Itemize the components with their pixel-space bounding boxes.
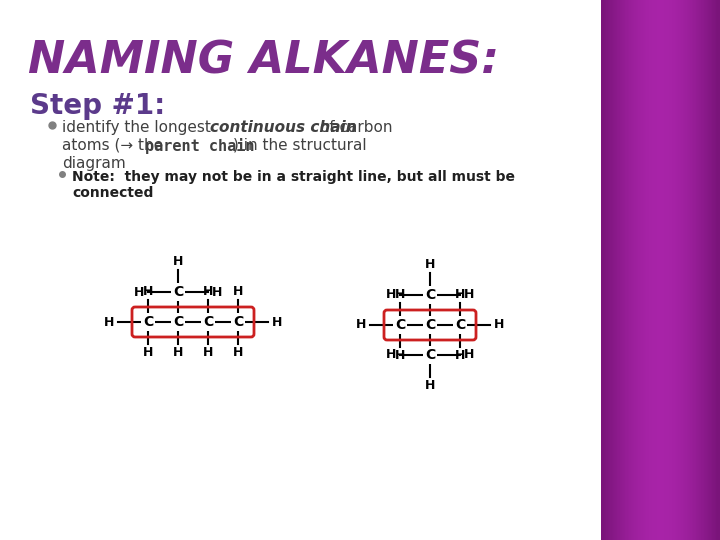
Text: C: C bbox=[455, 318, 465, 332]
Text: H: H bbox=[464, 348, 474, 361]
Text: diagram: diagram bbox=[62, 156, 126, 171]
Text: H: H bbox=[395, 349, 405, 362]
Text: H: H bbox=[173, 346, 183, 359]
Text: H: H bbox=[104, 315, 114, 328]
Text: H: H bbox=[203, 286, 213, 299]
Text: H: H bbox=[464, 288, 474, 301]
Text: Step #1:: Step #1: bbox=[30, 92, 166, 120]
Text: H: H bbox=[233, 286, 243, 299]
Text: C: C bbox=[203, 315, 213, 329]
Text: C: C bbox=[395, 318, 405, 332]
Text: H: H bbox=[356, 319, 366, 332]
Text: continuous chain: continuous chain bbox=[210, 120, 356, 135]
Text: H: H bbox=[386, 288, 396, 301]
Text: C: C bbox=[425, 288, 435, 302]
Text: H: H bbox=[212, 286, 222, 299]
Text: H: H bbox=[386, 348, 396, 361]
Text: C: C bbox=[425, 348, 435, 362]
Text: H: H bbox=[233, 346, 243, 359]
Text: identify the longest: identify the longest bbox=[62, 120, 216, 135]
Text: H: H bbox=[173, 255, 183, 268]
Text: C: C bbox=[173, 285, 183, 299]
Text: ) in the structural: ) in the structural bbox=[233, 138, 366, 153]
Text: atoms (→ the: atoms (→ the bbox=[62, 138, 168, 153]
Text: NAMING ALKANES:: NAMING ALKANES: bbox=[28, 40, 499, 83]
Text: C: C bbox=[233, 315, 243, 329]
Text: H: H bbox=[272, 315, 282, 328]
Text: parent chain: parent chain bbox=[145, 138, 254, 154]
Text: H: H bbox=[494, 319, 505, 332]
Text: H: H bbox=[395, 288, 405, 301]
Text: H: H bbox=[425, 259, 435, 272]
Text: H: H bbox=[143, 286, 153, 299]
Text: H: H bbox=[455, 349, 465, 362]
Text: C: C bbox=[143, 315, 153, 329]
Text: connected: connected bbox=[72, 186, 153, 200]
Text: H: H bbox=[203, 346, 213, 359]
Text: H: H bbox=[455, 288, 465, 301]
Text: C: C bbox=[425, 318, 435, 332]
Text: H: H bbox=[425, 379, 435, 392]
Text: of carbon: of carbon bbox=[315, 120, 392, 135]
Text: Note:  they may not be in a straight line, but all must be: Note: they may not be in a straight line… bbox=[72, 170, 515, 184]
Text: H: H bbox=[134, 286, 144, 299]
Text: C: C bbox=[173, 315, 183, 329]
Text: H: H bbox=[143, 346, 153, 359]
